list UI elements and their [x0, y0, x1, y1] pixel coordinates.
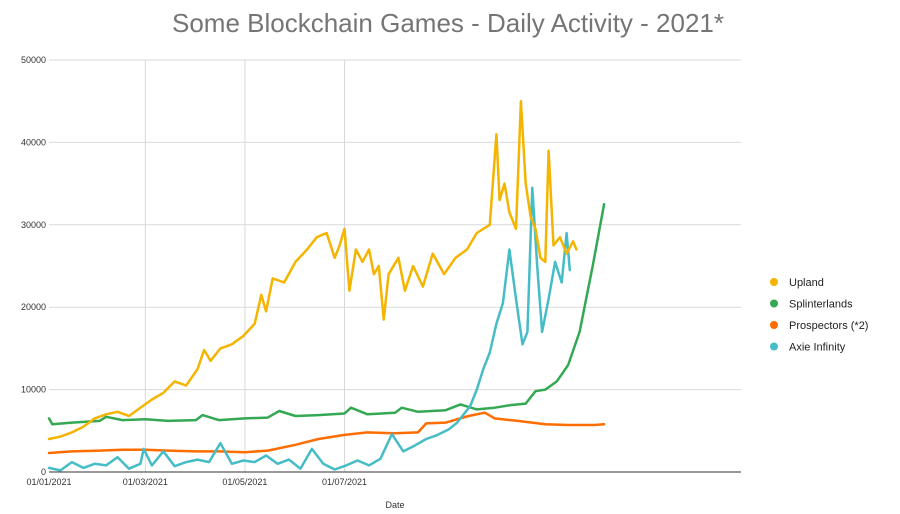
- x-axis-ticks: 01/01/2021 01/03/2021 01/05/2021 01/07/2021: [26, 477, 367, 487]
- legend-label: Splinterlands: [789, 299, 853, 311]
- legend-swatch: [770, 299, 778, 308]
- y-tick-label: 40000: [21, 137, 46, 147]
- gridlines: [49, 59, 741, 472]
- legend-label: Axie Infinity: [789, 342, 846, 354]
- legend-label: Upland: [789, 277, 824, 289]
- y-tick-label: 0: [41, 467, 46, 477]
- y-tick-label: 30000: [21, 220, 46, 230]
- x-tick-label: 01/05/2021: [222, 477, 267, 487]
- y-tick-label: 50000: [21, 55, 46, 65]
- y-axis-ticks: 0 10000 20000 30000 40000 50000: [21, 55, 46, 477]
- y-tick-label: 20000: [21, 302, 46, 312]
- series-layer: [47, 99, 606, 472]
- series-line-upland: [47, 99, 578, 441]
- x-axis-label: Date: [385, 500, 404, 510]
- x-tick-label: 01/01/2021: [26, 477, 71, 487]
- series-line-splinterlands: [47, 202, 606, 426]
- x-tick-label: 01/03/2021: [123, 477, 168, 487]
- legend-label: Prospectors (*2): [789, 320, 868, 332]
- legend-swatch: [770, 278, 778, 286]
- series-line-prospectors-2: [47, 411, 606, 455]
- x-tick-label: 01/07/2021: [322, 477, 367, 487]
- y-tick-label: 10000: [21, 385, 46, 395]
- chart-title: Some Blockchain Games - Daily Activity -…: [172, 8, 724, 38]
- legend-swatch: [770, 342, 778, 351]
- legend: Upland Splinterlands Prospectors (*2) Axie …: [770, 277, 868, 354]
- series-line-axie-infinity: [47, 186, 572, 472]
- legend-swatch: [770, 321, 778, 329]
